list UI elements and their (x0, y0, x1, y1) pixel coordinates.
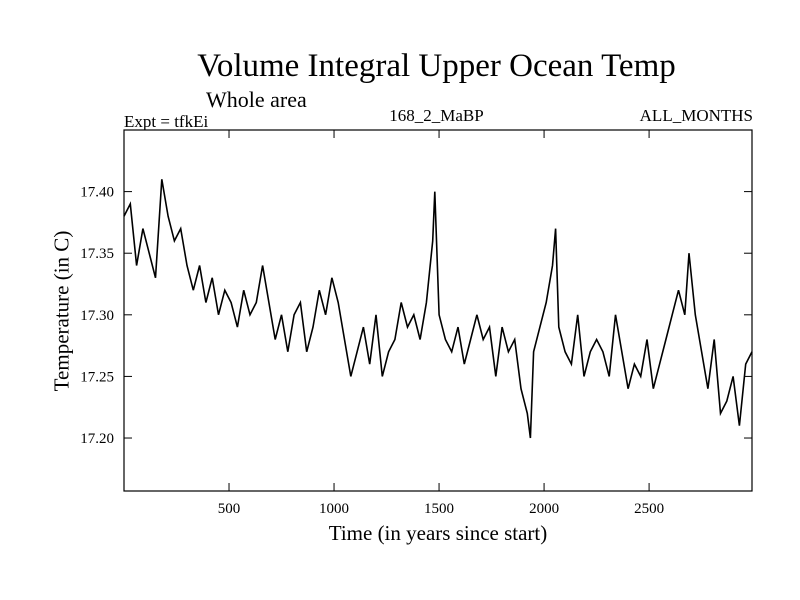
series-layer (123, 179, 753, 439)
plot-frame (123, 129, 753, 492)
chart-subtitle: Whole area (206, 87, 307, 112)
x-axis-label: Time (in years since start) (328, 521, 548, 545)
temperature-series-line (123, 179, 753, 439)
experiment-annotation: Expt = tfkEi (124, 112, 209, 131)
run-annotation: 168_2_MaBP (389, 106, 484, 125)
y-tick-label: 17.20 (80, 431, 114, 447)
x-tick-label: 500 (218, 501, 241, 517)
y-tick-label: 17.30 (80, 308, 114, 324)
x-tick-label: 1000 (319, 501, 349, 517)
x-tick-label: 2000 (529, 501, 559, 517)
months-annotation: ALL_MONTHS (639, 106, 753, 125)
y-tick-label: 17.25 (80, 369, 114, 385)
y-tick-label: 17.35 (80, 246, 114, 262)
y-tick-label: 17.40 (80, 185, 114, 201)
ticks-layer: 500 1000 1500 2000 2500 17.20 17.25 17.30 17.35 1… (80, 130, 752, 517)
chart-title: Volume Integral Upper Ocean Temp (197, 48, 676, 84)
x-tick-label: 2500 (634, 501, 664, 517)
x-tick-label: 1500 (424, 501, 454, 517)
